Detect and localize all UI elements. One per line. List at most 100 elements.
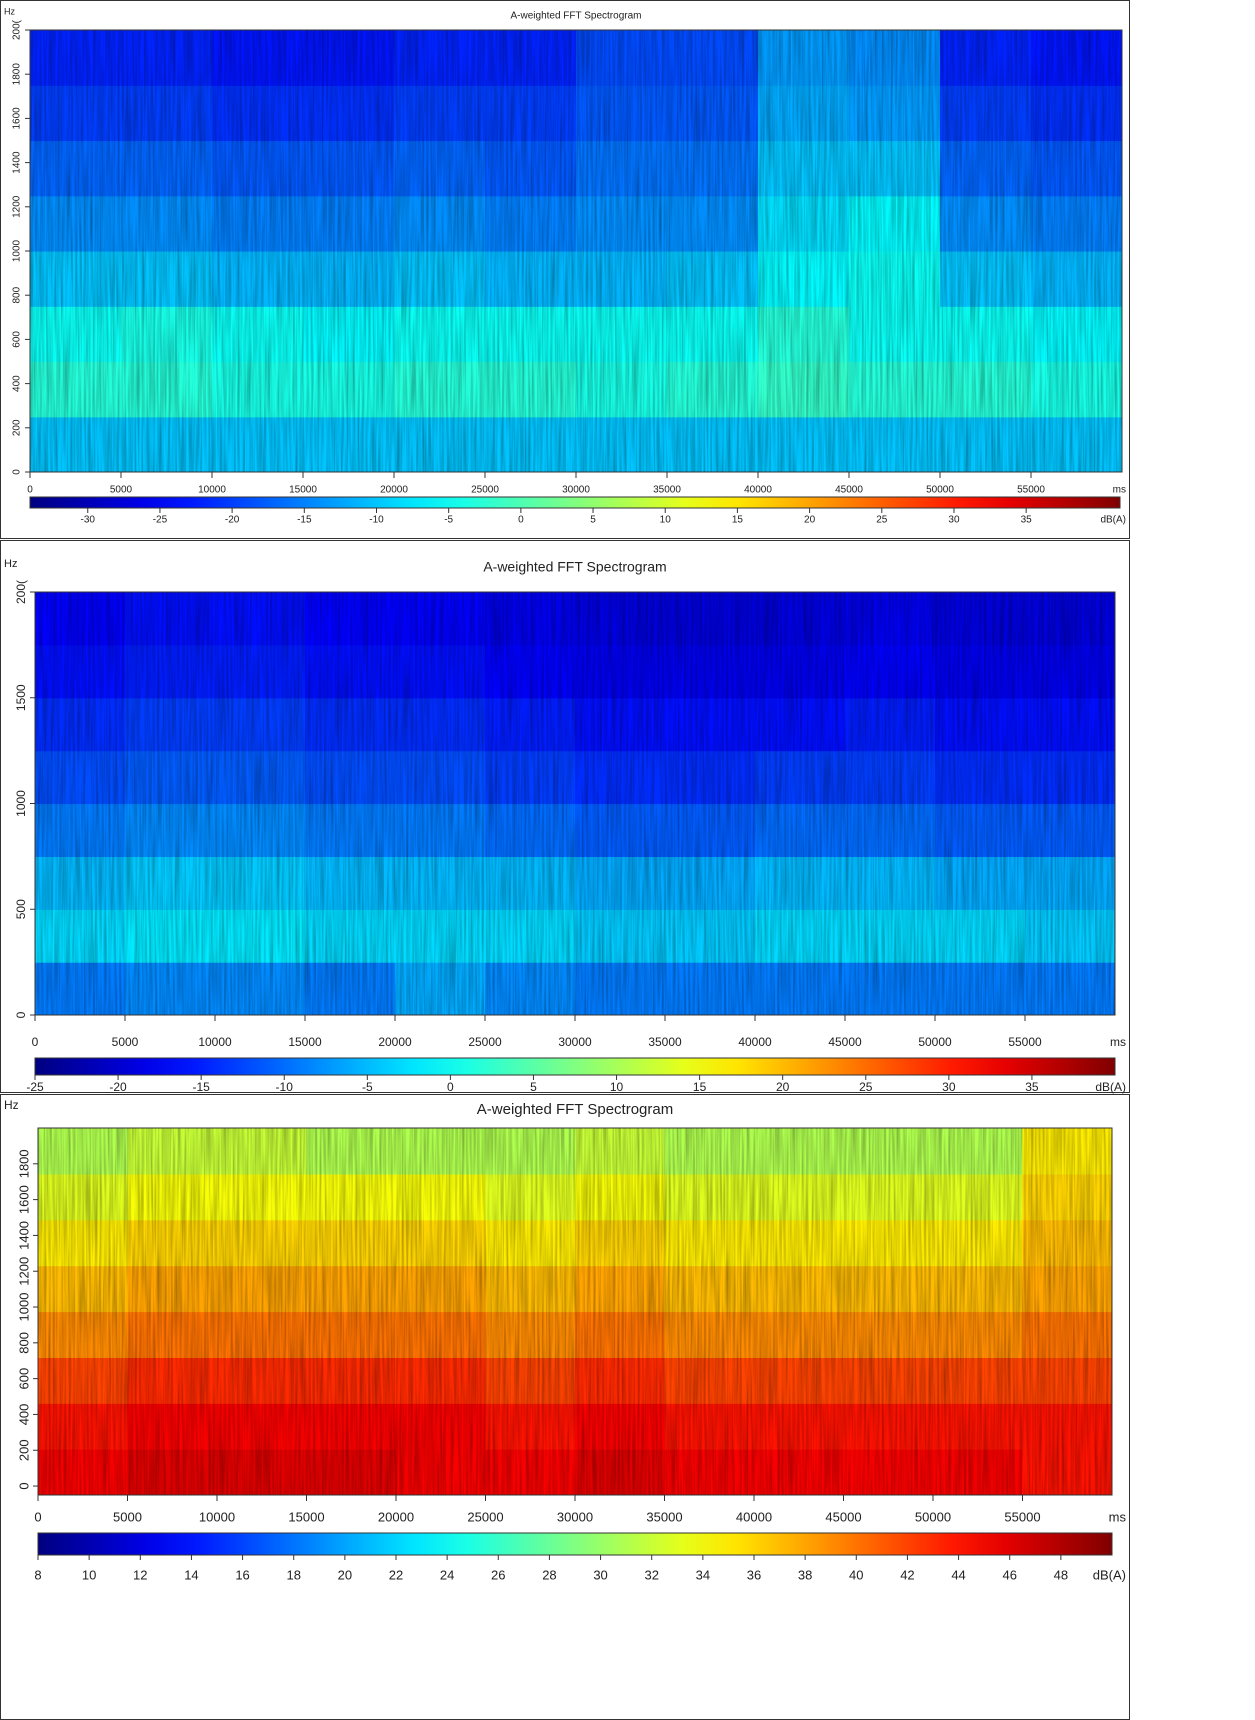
chart-title: A-weighted FFT Spectrogram bbox=[477, 1101, 673, 1118]
x-tick-label: 10000 bbox=[199, 1509, 235, 1524]
x-axis-label: ms bbox=[1113, 485, 1126, 496]
colorbar-tick-label: 28 bbox=[542, 1567, 556, 1582]
y-tick-label: 1000 bbox=[12, 239, 23, 262]
y-tick-label: 1200 bbox=[16, 1257, 31, 1286]
colorbar-tick-label: 35 bbox=[1025, 1080, 1039, 1094]
colorbar-tick-label: -10 bbox=[369, 515, 384, 526]
x-tick-label: 30000 bbox=[558, 1035, 592, 1049]
y-tick-label: 1600 bbox=[12, 107, 23, 130]
colorbar-tick-label: -25 bbox=[153, 515, 168, 526]
texture bbox=[38, 1128, 1112, 1495]
x-tick-label: 35000 bbox=[648, 1035, 682, 1049]
colorbar-tick-label: 0 bbox=[518, 515, 524, 526]
colorbar-tick-label: 30 bbox=[593, 1567, 607, 1582]
colorbar bbox=[34, 1057, 1116, 1076]
colorbar-tick-label: 34 bbox=[696, 1567, 710, 1582]
colorbar-tick-label: 48 bbox=[1054, 1567, 1068, 1582]
x-tick-label: 40000 bbox=[738, 1035, 772, 1049]
colorbar-tick-label: 20 bbox=[776, 1080, 790, 1094]
colorbar bbox=[37, 1532, 1113, 1556]
colorbar-tick-label: 44 bbox=[951, 1567, 965, 1582]
y-tick-label: 1000 bbox=[14, 790, 28, 817]
colorbar-tick-label: -20 bbox=[109, 1080, 127, 1094]
colorbar bbox=[29, 496, 1121, 509]
colorbar-tick-label: 15 bbox=[693, 1080, 707, 1094]
colorbar-tick-label: -5 bbox=[362, 1080, 373, 1094]
y-axis-label: Hz bbox=[4, 6, 15, 16]
y-axis-label: Hz bbox=[4, 1098, 19, 1112]
x-tick-label: 20000 bbox=[380, 485, 408, 496]
x-tick-label: 30000 bbox=[562, 485, 590, 496]
colorbar-label: dB(A) bbox=[1100, 515, 1126, 526]
x-tick-label: 5000 bbox=[110, 485, 133, 496]
x-tick-label: 40000 bbox=[736, 1509, 772, 1524]
chart-title: A-weighted FFT Spectrogram bbox=[483, 559, 666, 575]
colorbar-tick-label: 26 bbox=[491, 1567, 505, 1582]
colorbar-tick-label: 5 bbox=[590, 515, 596, 526]
colorbar-tick-label: -25 bbox=[26, 1080, 44, 1094]
colorbar-tick-label: 42 bbox=[900, 1567, 914, 1582]
colorbar-tick-label: 22 bbox=[389, 1567, 403, 1582]
x-tick-label: 25000 bbox=[467, 1509, 503, 1524]
colorbar-tick-label: 14 bbox=[184, 1567, 198, 1582]
x-tick-label: 55000 bbox=[1017, 485, 1045, 496]
x-axis-label: ms bbox=[1110, 1035, 1126, 1049]
y-tick-label: 1000 bbox=[16, 1293, 31, 1322]
colorbar-tick-label: -5 bbox=[444, 515, 453, 526]
y-axis-label: Hz bbox=[4, 558, 17, 570]
colorbar-tick-label: 25 bbox=[859, 1080, 873, 1094]
y-tick-label: 200 bbox=[12, 419, 23, 436]
texture bbox=[35, 592, 1115, 1015]
x-tick-label: 5000 bbox=[112, 1035, 139, 1049]
x-tick-label: 45000 bbox=[828, 1035, 862, 1049]
colorbar-tick-label: 10 bbox=[610, 1080, 624, 1094]
y-tick-label: 1800 bbox=[12, 63, 23, 86]
y-tick-label: 1500 bbox=[14, 684, 28, 711]
texture bbox=[30, 30, 1122, 472]
x-tick-label: 50000 bbox=[915, 1509, 951, 1524]
colorbar-tick-label: -15 bbox=[297, 515, 312, 526]
colorbar-tick-label: 20 bbox=[338, 1567, 352, 1582]
x-tick-label: 0 bbox=[27, 485, 33, 496]
colorbar-tick-label: 5 bbox=[530, 1080, 537, 1094]
x-tick-label: 50000 bbox=[926, 485, 954, 496]
y-tick-label: 1600 bbox=[16, 1185, 31, 1214]
colorbar-tick-label: 24 bbox=[440, 1567, 454, 1582]
colorbar-tick-label: 10 bbox=[82, 1567, 96, 1582]
x-tick-label: 45000 bbox=[835, 485, 863, 496]
colorbar-label: dB(A) bbox=[1093, 1567, 1126, 1582]
colorbar-tick-label: 38 bbox=[798, 1567, 812, 1582]
x-tick-label: 45000 bbox=[825, 1509, 861, 1524]
y-tick-label: 600 bbox=[16, 1368, 31, 1390]
x-tick-label: 35000 bbox=[646, 1509, 682, 1524]
x-tick-label: 10000 bbox=[198, 1035, 232, 1049]
colorbar-tick-label: 40 bbox=[849, 1567, 863, 1582]
colorbar-tick-label: 35 bbox=[1021, 515, 1033, 526]
colorbar-tick-label: 18 bbox=[286, 1567, 300, 1582]
colorbar-tick-label: 15 bbox=[732, 515, 744, 526]
y-tick-label: 200( bbox=[14, 580, 28, 604]
y-tick-label: 800 bbox=[16, 1332, 31, 1354]
y-tick-label: 200 bbox=[16, 1439, 31, 1461]
x-tick-label: 15000 bbox=[288, 1509, 324, 1524]
colorbar-tick-label: 25 bbox=[876, 515, 888, 526]
x-tick-label: 55000 bbox=[1008, 1035, 1042, 1049]
colorbar-label: dB(A) bbox=[1095, 1080, 1126, 1094]
colorbar-tick-label: -10 bbox=[276, 1080, 294, 1094]
colorbar-tick-label: 46 bbox=[1002, 1567, 1016, 1582]
colorbar-tick-label: -15 bbox=[192, 1080, 210, 1094]
x-tick-label: 25000 bbox=[468, 1035, 502, 1049]
y-tick-label: 600 bbox=[12, 331, 23, 348]
colorbar-tick-label: 16 bbox=[235, 1567, 249, 1582]
y-tick-label: 0 bbox=[16, 1482, 31, 1489]
y-tick-label: 1400 bbox=[16, 1221, 31, 1250]
x-tick-label: 20000 bbox=[378, 1509, 414, 1524]
y-tick-label: 0 bbox=[12, 469, 23, 475]
x-tick-label: 30000 bbox=[557, 1509, 593, 1524]
x-tick-label: 50000 bbox=[918, 1035, 952, 1049]
colorbar-tick-label: 30 bbox=[942, 1080, 956, 1094]
y-tick-label: 200( bbox=[12, 19, 23, 40]
chart-title: A-weighted FFT Spectrogram bbox=[511, 11, 642, 22]
y-tick-label: 400 bbox=[16, 1404, 31, 1426]
